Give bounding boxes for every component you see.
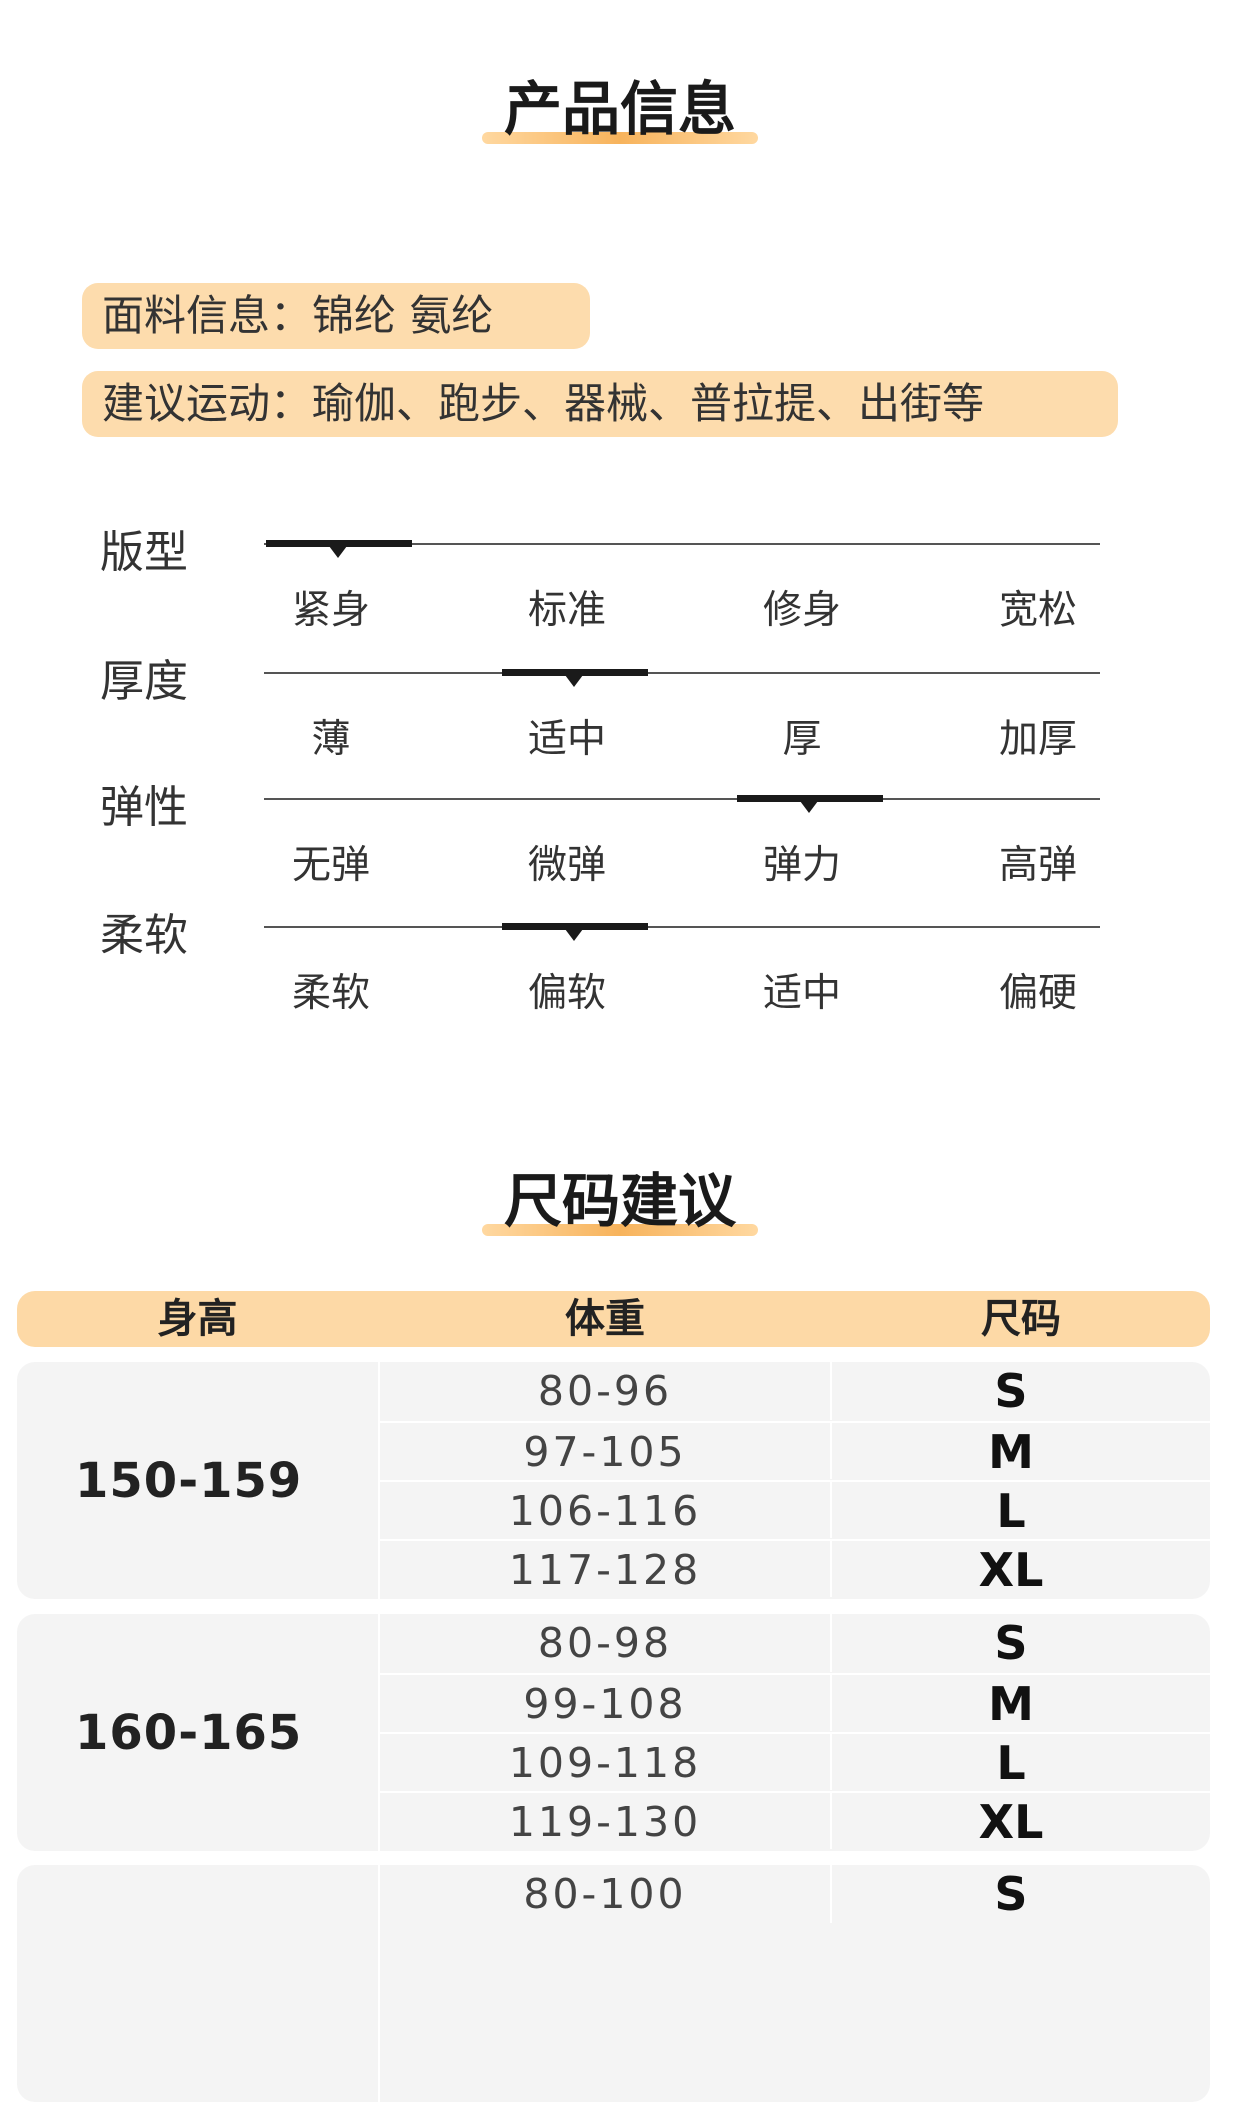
size-value: L bbox=[996, 1484, 1026, 1538]
size-row: 99-108 M bbox=[380, 1673, 1210, 1731]
weight-range: 97-105 bbox=[380, 1423, 832, 1479]
section-title-size-guide: 尺码建议 bbox=[0, 1154, 1240, 1238]
scale-option: 紧身 bbox=[291, 588, 370, 633]
scale-option: 微弹 bbox=[527, 843, 606, 888]
size-row: 80-100 S bbox=[380, 1865, 1210, 1923]
scale-option: 偏硬 bbox=[998, 971, 1077, 1016]
scale-option: 适中 bbox=[762, 971, 841, 1016]
scale-option: 高弹 bbox=[998, 843, 1077, 888]
weight-range: 106-116 bbox=[380, 1482, 832, 1538]
size-value: M bbox=[988, 1677, 1034, 1731]
size-value: L bbox=[996, 1736, 1026, 1790]
weight-range: 80-98 bbox=[380, 1614, 832, 1672]
scale-option: 修身 bbox=[762, 588, 841, 633]
height-group: 80-100 S bbox=[17, 1865, 1210, 2102]
scale-option: 标准 bbox=[527, 588, 606, 633]
height-range: 160-165 bbox=[75, 1704, 303, 1761]
weight-range: 99-108 bbox=[380, 1675, 832, 1731]
scale-track bbox=[264, 798, 1100, 800]
scale-option: 适中 bbox=[527, 717, 606, 762]
scale-label: 弹性 bbox=[100, 782, 188, 833]
scale-selected-marker bbox=[502, 923, 648, 941]
size-value: XL bbox=[978, 1795, 1044, 1849]
weight-range: 119-130 bbox=[380, 1793, 832, 1849]
header-height: 身高 bbox=[157, 1296, 238, 1342]
scale-selected-marker bbox=[737, 795, 883, 813]
weight-range: 109-118 bbox=[380, 1734, 832, 1790]
scale-track bbox=[264, 672, 1100, 674]
header-size: 尺码 bbox=[981, 1296, 1061, 1342]
size-row: 80-98 S bbox=[380, 1614, 1210, 1672]
scale-option: 柔软 bbox=[291, 971, 370, 1016]
size-table-header: 身高 体重 尺码 bbox=[17, 1291, 1210, 1347]
section-title-product-info: 产品信息 bbox=[0, 62, 1240, 146]
height-range bbox=[17, 1865, 378, 2102]
divider bbox=[378, 1362, 380, 1599]
size-value: S bbox=[994, 1364, 1028, 1418]
scale-selected-marker bbox=[502, 669, 648, 687]
size-value: S bbox=[994, 1616, 1028, 1670]
size-row: 119-130 XL bbox=[380, 1791, 1210, 1849]
scale-option: 宽松 bbox=[998, 588, 1077, 633]
header-weight: 体重 bbox=[565, 1296, 645, 1342]
suggested-activities: 建议运动：瑜伽、跑步、器械、普拉提、出街等 bbox=[82, 371, 1118, 437]
scale-option: 偏软 bbox=[527, 971, 606, 1016]
size-value: S bbox=[994, 1867, 1028, 1921]
scale-option: 厚 bbox=[782, 717, 822, 762]
weight-range: 80-100 bbox=[380, 1865, 832, 1923]
size-row: 80-96 S bbox=[380, 1362, 1210, 1420]
divider bbox=[378, 1614, 380, 1851]
height-group: 160-165 80-98 S 99-108 M 109-118 L 119-1… bbox=[17, 1614, 1210, 1851]
height-range: 150-159 bbox=[75, 1452, 303, 1509]
size-row: 106-116 L bbox=[380, 1480, 1210, 1538]
scale-option: 无弹 bbox=[291, 843, 370, 888]
height-group: 150-159 80-96 S 97-105 M 106-116 L 117-1… bbox=[17, 1362, 1210, 1599]
scale-option: 加厚 bbox=[998, 717, 1077, 762]
size-value: M bbox=[988, 1425, 1034, 1479]
scale-label: 厚度 bbox=[100, 656, 188, 707]
size-row: 117-128 XL bbox=[380, 1539, 1210, 1597]
size-value: XL bbox=[978, 1543, 1044, 1597]
scale-track bbox=[264, 543, 1100, 545]
scale-option: 弹力 bbox=[762, 843, 841, 888]
size-row: 109-118 L bbox=[380, 1732, 1210, 1790]
scale-label: 版型 bbox=[100, 527, 188, 578]
fabric-info: 面料信息：锦纶 氨纶 bbox=[82, 283, 590, 349]
scale-label: 柔软 bbox=[100, 910, 188, 961]
scale-track bbox=[264, 926, 1100, 928]
scale-selected-marker bbox=[266, 540, 412, 558]
size-row: 97-105 M bbox=[380, 1421, 1210, 1479]
weight-range: 80-96 bbox=[380, 1362, 832, 1420]
scale-option: 薄 bbox=[311, 717, 351, 762]
weight-range: 117-128 bbox=[380, 1541, 832, 1597]
